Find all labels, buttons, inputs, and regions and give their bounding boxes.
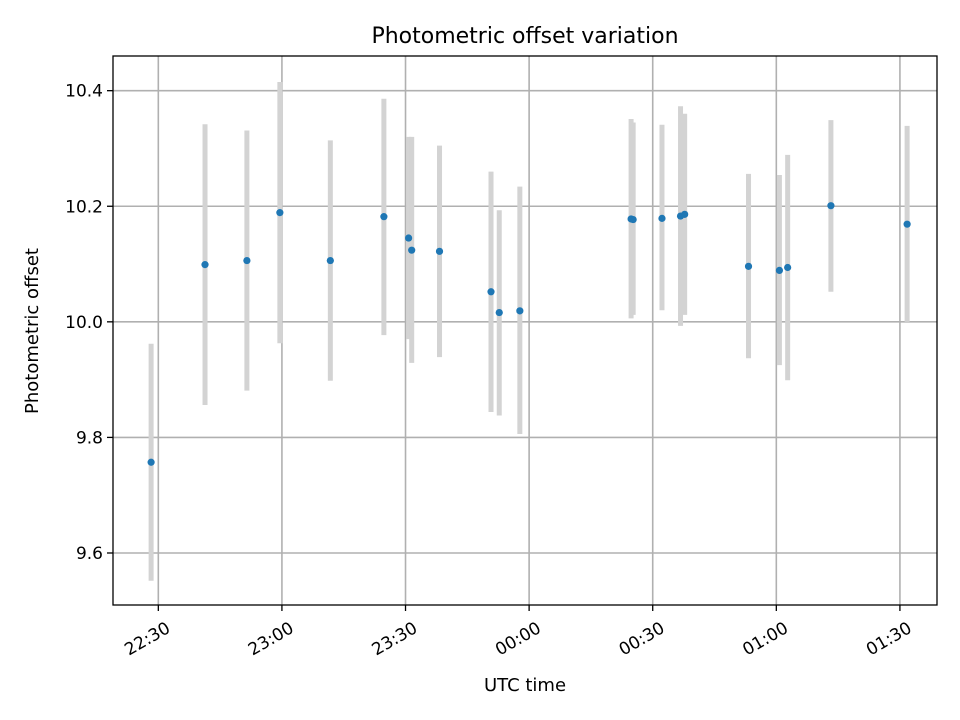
data-point <box>435 247 444 255</box>
data-point <box>147 458 155 466</box>
data-point <box>775 266 784 274</box>
chart-title: Photometric offset variation <box>371 24 678 49</box>
plot-frame <box>112 55 938 606</box>
data-point <box>495 308 503 317</box>
y-tick-label: 10.0 <box>65 313 103 333</box>
data-point <box>827 202 835 210</box>
data-point <box>487 288 495 296</box>
data-point <box>784 263 792 272</box>
y-axis-label: Photometric offset <box>22 248 43 414</box>
y-axis-ticks: 9.6 9.8 10.0 10.2 10.4 <box>65 82 113 564</box>
data-point <box>516 307 524 315</box>
y-tick-label: 9.6 <box>76 544 103 564</box>
data-point <box>201 261 209 269</box>
y-tick-label: 10.4 <box>65 82 103 102</box>
x-axis-label: UTC time <box>484 675 566 696</box>
data-point <box>744 262 753 270</box>
data-point <box>326 256 334 265</box>
data-point <box>903 220 911 228</box>
data-point <box>243 256 251 265</box>
data-point <box>629 215 637 224</box>
y-tick-label: 9.8 <box>76 428 103 448</box>
y-tick-label: 10.2 <box>65 197 103 217</box>
data-point <box>276 209 284 217</box>
data-point <box>408 246 416 254</box>
data-point <box>658 214 666 222</box>
data-point <box>405 234 413 242</box>
data-point <box>681 210 689 218</box>
data-points <box>147 202 911 466</box>
data-point <box>380 213 388 221</box>
